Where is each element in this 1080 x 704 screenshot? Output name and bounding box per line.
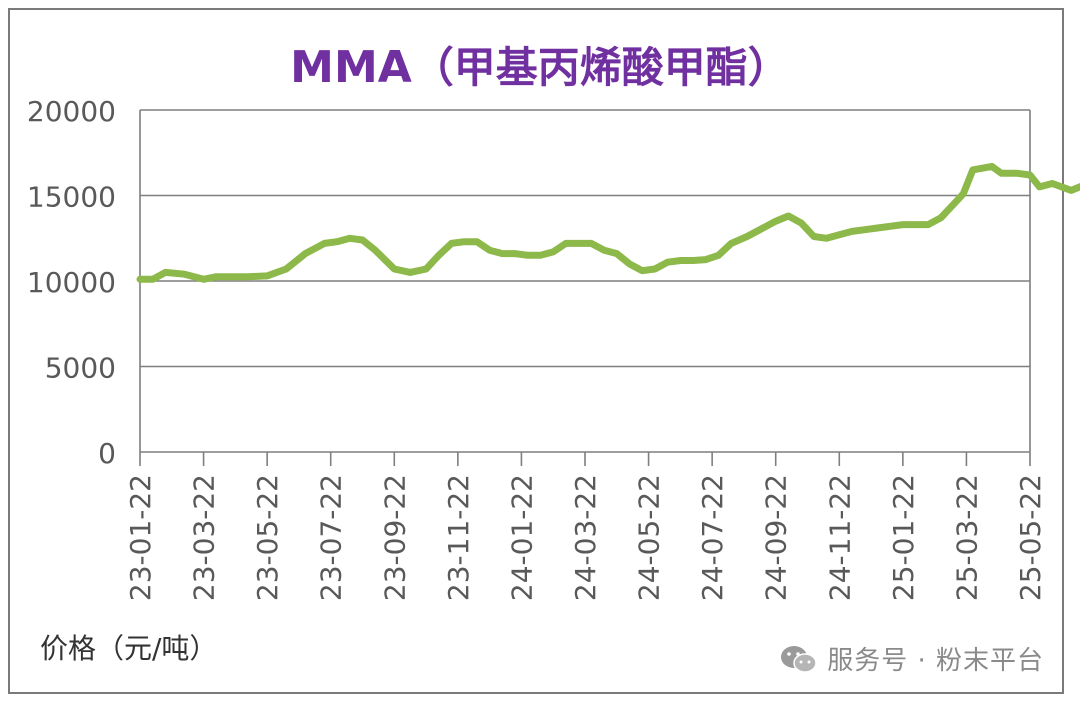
x-tick-label: 23-05-22 [251, 474, 284, 601]
y-tick-label: 0 [98, 437, 116, 470]
y-tick-labels: 0 5000 10000 15000 20000 [27, 95, 116, 470]
y-tick-label: 20000 [27, 95, 116, 128]
x-tick-label: 25-01-22 [887, 474, 920, 601]
chart-title: MMA（甲基丙烯酸甲酯） [290, 42, 790, 93]
series-line-mma [136, 162, 1080, 283]
series-layer [136, 162, 1080, 283]
x-tick-label: 23-03-22 [188, 474, 221, 601]
wechat-icon [781, 645, 817, 673]
gridlines [140, 109, 1030, 368]
x-tick-label: 24-03-22 [569, 474, 602, 601]
y-tick-label: 15000 [27, 181, 116, 214]
chart-title-latin: MMA [290, 42, 412, 93]
x-tick-label: 23-09-22 [378, 474, 411, 601]
x-tick-label: 24-11-22 [823, 474, 856, 601]
x-tick-labels: 23-01-22 23-03-22 23-05-22 23-07-22 23-09-22… [124, 474, 1047, 601]
y-tick-label: 10000 [27, 266, 116, 299]
x-tick-label: 23-11-22 [442, 474, 475, 601]
x-tick-label: 23-07-22 [315, 474, 348, 601]
x-tick-label: 24-01-22 [505, 474, 538, 601]
watermark-text: 服务号 · 粉末平台 [827, 646, 1044, 676]
watermark: 服务号 · 粉末平台 [779, 640, 1044, 677]
x-tick-label: 23-01-22 [124, 474, 157, 601]
x-tick-label: 24-05-22 [633, 474, 666, 601]
x-tick-label: 24-09-22 [760, 474, 793, 601]
chart-frame [8, 8, 1064, 694]
x-tick-label: 25-03-22 [950, 474, 983, 601]
x-tick-label: 25-05-22 [1014, 474, 1047, 601]
axes [139, 110, 1031, 466]
y-tick-label: 5000 [45, 352, 116, 385]
chart-title-chinese: （甲基丙烯酸甲酯） [412, 43, 790, 92]
x-tick-label: 24-07-22 [696, 474, 729, 601]
unit-label: 价格（元/吨） [40, 632, 217, 665]
